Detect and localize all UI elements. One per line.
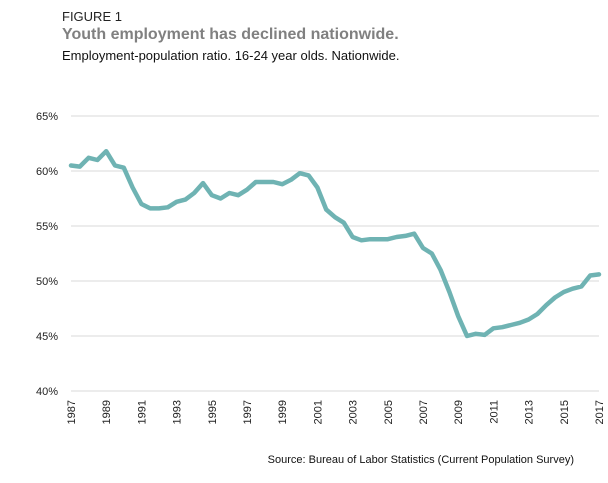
x-tick-label: 1989 <box>101 400 113 424</box>
x-tick-label: 2009 <box>453 400 465 424</box>
figure-label: FIGURE 1 <box>62 9 122 24</box>
x-tick-label: 1987 <box>66 400 78 424</box>
x-tick-label: 1993 <box>172 400 184 424</box>
x-tick-label: 2017 <box>594 400 606 424</box>
x-tick-label: 2007 <box>418 400 430 424</box>
y-tick-label: 60% <box>36 166 58 178</box>
x-tick-label: 2005 <box>383 400 395 424</box>
y-tick-label: 45% <box>36 331 58 343</box>
chart-title: Youth employment has declined nationwide… <box>62 26 399 43</box>
source-note: Source: Bureau of Labor Statistics (Curr… <box>267 454 574 466</box>
chart-subtitle: Employment-population ratio. 16-24 year … <box>62 48 400 63</box>
y-tick-label: 55% <box>36 221 58 233</box>
x-tick-label: 2003 <box>348 400 360 424</box>
x-tick-label: 2001 <box>312 400 324 424</box>
x-tick-label: 1999 <box>277 400 289 424</box>
y-tick-label: 40% <box>36 386 58 398</box>
x-tick-label: 2011 <box>488 400 500 424</box>
y-tick-label: 65% <box>36 111 58 123</box>
y-tick-label: 50% <box>36 276 58 288</box>
x-tick-label: 1997 <box>242 400 254 424</box>
x-tick-label: 2015 <box>559 400 571 424</box>
x-tick-label: 2013 <box>524 400 536 424</box>
x-tick-label: 1995 <box>207 400 219 424</box>
series-line <box>68 148 602 339</box>
x-tick-label: 1991 <box>136 400 148 424</box>
